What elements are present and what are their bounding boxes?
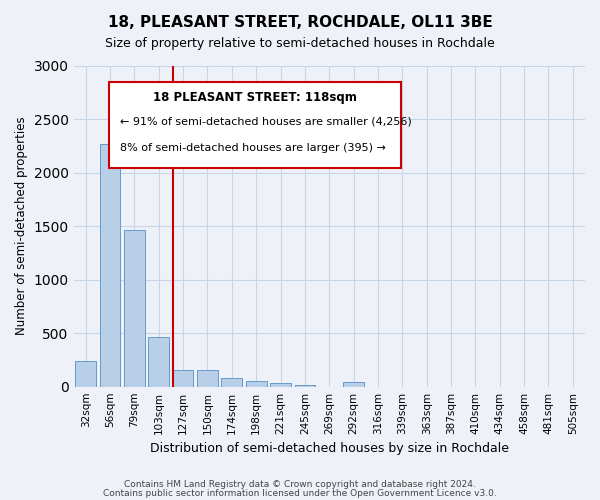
Bar	[246, 382, 266, 386]
Bar	[270, 384, 291, 386]
Text: Contains public sector information licensed under the Open Government Licence v3: Contains public sector information licen…	[103, 488, 497, 498]
Y-axis label: Number of semi-detached properties: Number of semi-detached properties	[15, 117, 28, 336]
Bar	[76, 361, 96, 386]
Bar	[100, 144, 121, 386]
FancyBboxPatch shape	[109, 82, 401, 168]
Bar	[343, 382, 364, 386]
Bar	[221, 378, 242, 386]
Text: 8% of semi-detached houses are larger (395) →: 8% of semi-detached houses are larger (3…	[119, 142, 385, 152]
Bar	[197, 370, 218, 386]
Text: 18 PLEASANT STREET: 118sqm: 18 PLEASANT STREET: 118sqm	[153, 91, 357, 104]
X-axis label: Distribution of semi-detached houses by size in Rochdale: Distribution of semi-detached houses by …	[150, 442, 509, 455]
Text: ← 91% of semi-detached houses are smaller (4,256): ← 91% of semi-detached houses are smalle…	[119, 117, 412, 127]
Text: Size of property relative to semi-detached houses in Rochdale: Size of property relative to semi-detach…	[105, 38, 495, 51]
Bar	[173, 370, 193, 386]
Text: 18, PLEASANT STREET, ROCHDALE, OL11 3BE: 18, PLEASANT STREET, ROCHDALE, OL11 3BE	[107, 15, 493, 30]
Text: Contains HM Land Registry data © Crown copyright and database right 2024.: Contains HM Land Registry data © Crown c…	[124, 480, 476, 489]
Bar	[124, 230, 145, 386]
Bar	[148, 338, 169, 386]
Bar	[295, 384, 315, 386]
